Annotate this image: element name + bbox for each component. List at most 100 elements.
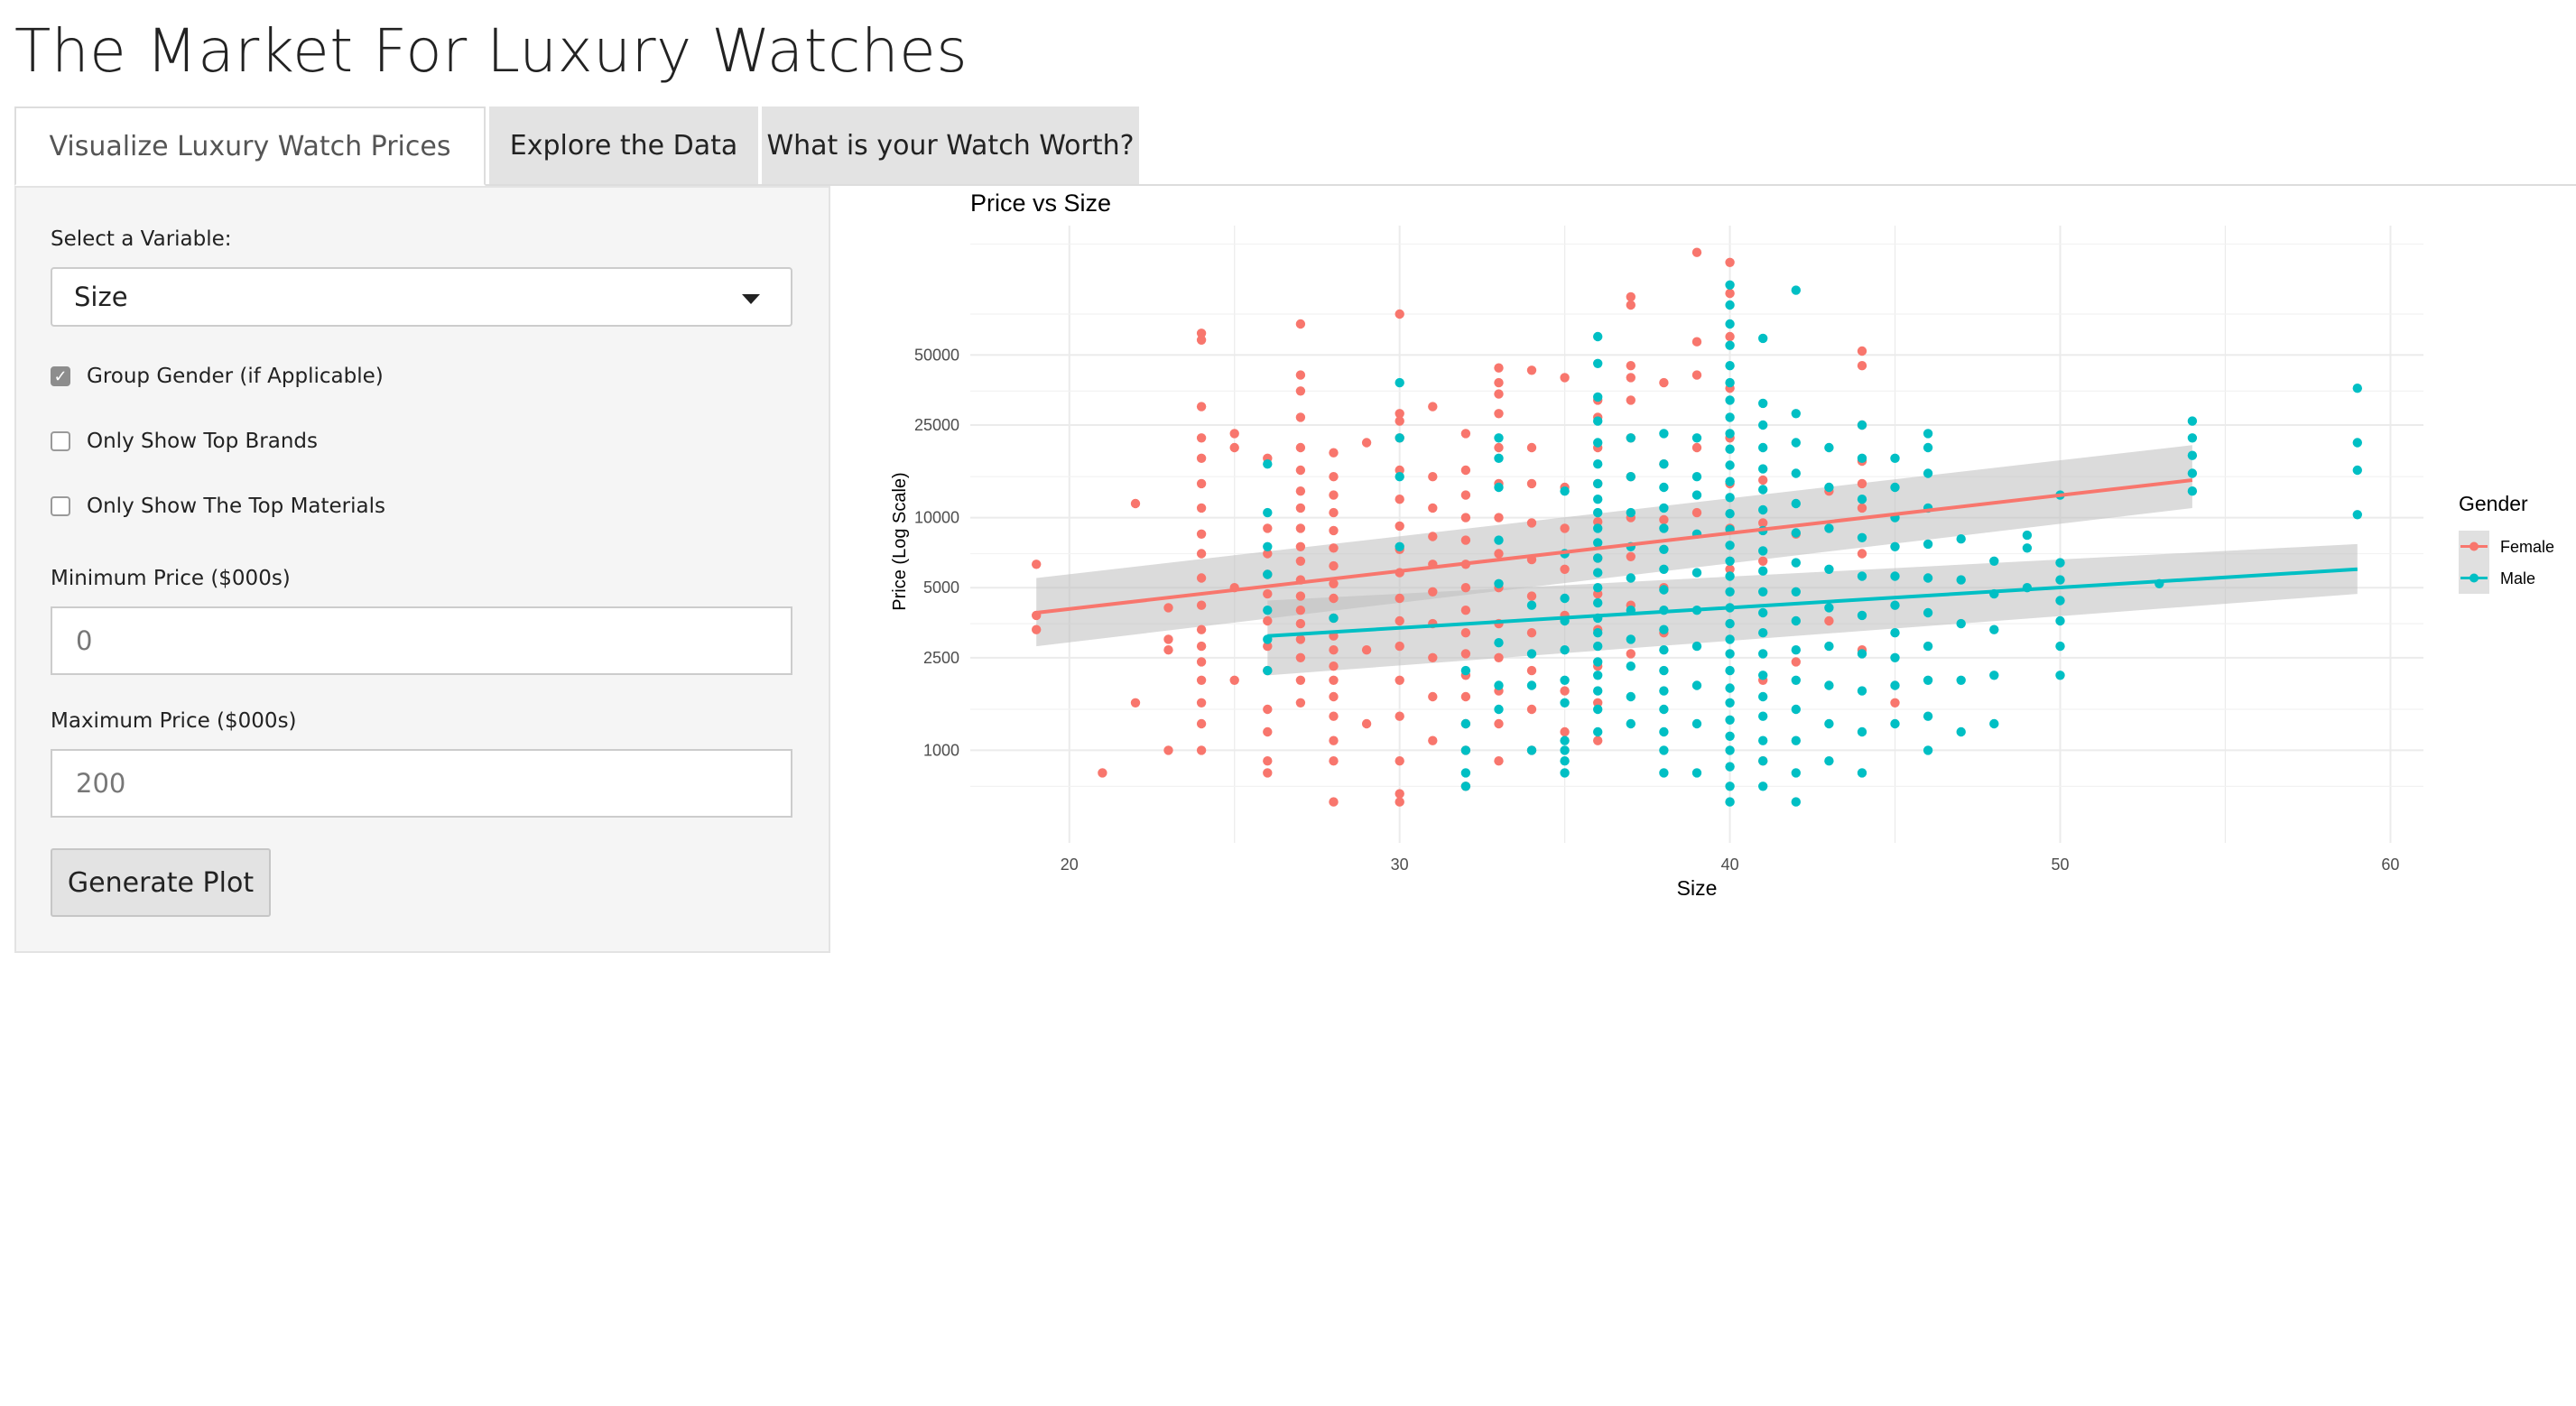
data-point: [1263, 588, 1273, 599]
data-point: [1824, 756, 1834, 766]
data-point: [1593, 507, 1603, 518]
data-point: [1857, 420, 1867, 430]
data-point: [1428, 503, 1438, 513]
data-point: [1626, 300, 1635, 310]
data-point: [1758, 711, 1768, 721]
data-point: [2187, 468, 2198, 478]
data-point: [1460, 745, 1471, 755]
y-tick-label: 5000: [923, 578, 959, 597]
tab-watch-worth[interactable]: What is your Watch Worth?: [762, 106, 1139, 184]
data-point: [1890, 628, 1900, 638]
data-point: [1626, 634, 1635, 644]
data-point: [1263, 615, 1273, 626]
min-price-input[interactable]: 0: [51, 606, 792, 675]
data-point: [1758, 485, 1768, 495]
top-materials-option[interactable]: Only Show The Top Materials: [51, 495, 385, 518]
data-point: [1263, 726, 1273, 737]
top-materials-checkbox[interactable]: [51, 496, 70, 516]
legend-label-male: Male: [2500, 569, 2535, 587]
data-point: [1923, 675, 1933, 685]
data-point: [1295, 698, 1306, 708]
generate-plot-button[interactable]: Generate Plot: [51, 848, 271, 917]
legend-label-female: Female: [2500, 538, 2554, 556]
data-point: [1824, 615, 1834, 626]
data-point: [1725, 564, 1735, 574]
data-point: [1791, 675, 1802, 685]
data-point: [1196, 478, 1207, 489]
data-point: [1791, 797, 1802, 807]
checkbox-label: Only Show Top Brands: [87, 430, 318, 453]
legend-key-point: [2469, 573, 2479, 583]
data-point: [1758, 566, 1768, 576]
sidebar-panel: Select a Variable: Size ✓ Group Gender (…: [14, 186, 830, 953]
top-brands-option[interactable]: Only Show Top Brands: [51, 430, 318, 453]
data-point: [1659, 585, 1669, 595]
data-point: [1395, 495, 1404, 504]
tab-label: Explore the Data: [509, 129, 738, 162]
data-point: [1098, 768, 1107, 778]
data-point: [1857, 686, 1867, 696]
data-point: [1791, 645, 1802, 655]
data-point: [1494, 718, 1504, 729]
data-point: [1593, 358, 1603, 368]
data-point: [1857, 503, 1867, 513]
data-point: [1956, 726, 1966, 737]
top-brands-checkbox[interactable]: [51, 431, 70, 451]
data-point: [1593, 735, 1603, 745]
group-gender-checkbox[interactable]: ✓: [51, 366, 70, 386]
data-point: [1428, 587, 1438, 597]
data-point: [1526, 591, 1537, 601]
data-point: [1460, 490, 1471, 500]
data-point: [1890, 482, 1900, 493]
data-point: [1725, 634, 1735, 644]
data-point: [1593, 686, 1603, 696]
group-gender-option[interactable]: ✓ Group Gender (if Applicable): [51, 365, 384, 388]
data-point: [1329, 507, 1339, 518]
data-point: [1196, 600, 1207, 610]
data-point: [1263, 459, 1273, 469]
data-point: [1395, 756, 1404, 766]
data-point: [1725, 745, 1735, 755]
data-point: [1659, 544, 1669, 554]
data-point: [1329, 560, 1339, 571]
data-point: [1659, 482, 1669, 493]
data-point: [1758, 475, 1768, 486]
data-point: [1196, 573, 1207, 583]
data-point: [1857, 549, 1867, 559]
data-point: [1593, 538, 1603, 548]
data-point: [1593, 671, 1603, 680]
data-point: [1659, 514, 1669, 525]
data-point: [1725, 377, 1735, 388]
data-point: [1329, 543, 1339, 553]
data-point: [1263, 569, 1273, 579]
data-point: [1725, 715, 1735, 725]
data-point: [1857, 532, 1867, 542]
data-point: [1758, 649, 1768, 659]
data-point: [1725, 460, 1735, 470]
data-point: [1725, 571, 1735, 581]
data-point: [1691, 490, 1702, 500]
data-point: [1395, 711, 1404, 721]
data-point: [1263, 768, 1273, 778]
max-price-value: 200: [76, 768, 126, 799]
tab-explore-data[interactable]: Explore the Data: [489, 106, 758, 184]
tab-visualize-prices[interactable]: Visualize Luxury Watch Prices: [14, 106, 486, 186]
data-point: [2022, 543, 2033, 553]
variable-select[interactable]: Size: [51, 267, 792, 327]
data-point: [1196, 745, 1207, 755]
data-point: [1758, 398, 1768, 409]
data-point: [1229, 442, 1239, 453]
data-point: [1460, 768, 1471, 778]
data-point: [1494, 578, 1504, 588]
data-point: [1626, 472, 1635, 482]
max-price-input[interactable]: 200: [51, 749, 792, 818]
data-point: [1791, 438, 1802, 448]
data-point: [1659, 377, 1669, 388]
data-point: [1460, 782, 1471, 791]
data-point: [1163, 745, 1173, 755]
data-point: [1196, 503, 1207, 513]
data-point: [1593, 459, 1603, 469]
data-point: [1560, 768, 1570, 778]
data-point: [1560, 726, 1570, 737]
data-point: [1890, 680, 1900, 690]
